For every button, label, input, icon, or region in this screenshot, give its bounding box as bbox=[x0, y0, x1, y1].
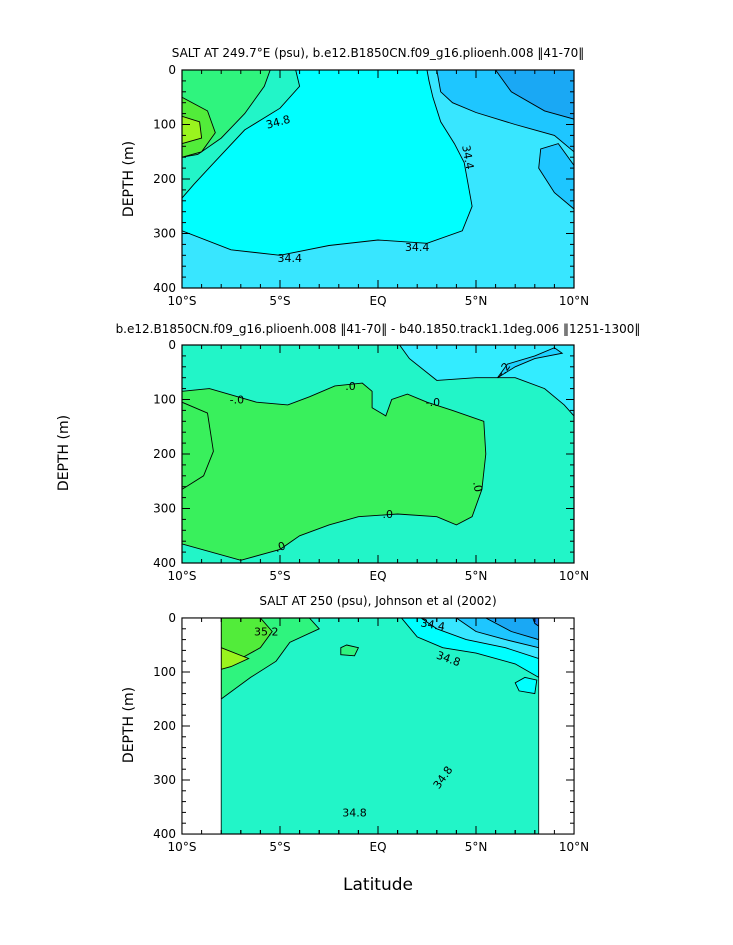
panel-2-x-tick-label: 5°S bbox=[269, 569, 290, 583]
panel-2-x-tick-label: 10°N bbox=[559, 569, 589, 583]
panel-2-contour-label: .0 bbox=[383, 508, 394, 521]
panel-3-y-tick-label: 100 bbox=[153, 665, 176, 679]
panel-1-y-tick-label: 200 bbox=[153, 172, 176, 186]
panel-2-contour-label: .0 bbox=[273, 539, 287, 555]
panel-1-contour-region bbox=[538, 143, 574, 210]
panel-2-y-tick-label: 0 bbox=[168, 338, 176, 352]
panel-1-x-tick-label: 10°S bbox=[168, 294, 197, 308]
panel-1-x-tick-label: 10°N bbox=[559, 294, 589, 308]
panel-2-ylabel: DEPTH (m) bbox=[56, 415, 72, 491]
panel-1-ylabel: DEPTH (m) bbox=[121, 141, 137, 217]
panel-1-contour-label: 34.8 bbox=[265, 113, 292, 132]
panel-3-x-tick-label: EQ bbox=[369, 840, 386, 854]
panel-1-contour-label: 34.4 bbox=[405, 241, 430, 254]
panel-3-y-tick-label: 300 bbox=[153, 773, 176, 787]
panel-3-contour-region bbox=[340, 644, 360, 657]
panel-1-plot: 34.8 34.4 34.4 34.4 10°S 5°S EQ 5°N 10°N 0 100 200 3… bbox=[153, 63, 589, 308]
panel-2-contour-label: -.0 bbox=[426, 396, 440, 409]
panel-3-title: SALT AT 250 (psu), Johnson et al (2002) bbox=[259, 594, 496, 608]
panel-3-y-tick-label: 0 bbox=[168, 611, 176, 625]
panel-2-contour-region bbox=[182, 401, 214, 490]
panel-2-x-tick-label: EQ bbox=[369, 569, 386, 583]
panel-2-y-tick-label: 400 bbox=[153, 556, 176, 570]
panel-3-plot: 35.2 34.434.834.834.810°S 5°S EQ 5°N 10°N0100… bbox=[153, 611, 589, 854]
panel-3-x-tick-label: 10°S bbox=[168, 840, 197, 854]
panel-1-x-tick-label: 5°N bbox=[465, 294, 488, 308]
panel-1-y-tick-label: 0 bbox=[168, 63, 176, 77]
panel-2-y-tick-label: 200 bbox=[153, 447, 176, 461]
panel-2-plot: -.0.0-.0.0.0.0-.210°S 5°S EQ 5°N 10°N0100200… bbox=[153, 338, 589, 583]
panel-3-y-tick-label: 200 bbox=[153, 719, 176, 733]
panel-2-x-tick-label: 5°N bbox=[465, 569, 488, 583]
panel-2-y-tick-label: 300 bbox=[153, 502, 176, 516]
panel-1-y-tick-label: 100 bbox=[153, 118, 176, 132]
panel-2-x-tick-label: 10°S bbox=[168, 569, 197, 583]
panel-2-contour-label: .0 bbox=[345, 380, 356, 393]
panel-2-contour-region bbox=[182, 382, 487, 561]
panel-1-x-tick-label: 5°S bbox=[269, 294, 290, 308]
panel-1-contour-region bbox=[182, 115, 203, 145]
panel-3-x-tick-label: 5°N bbox=[465, 840, 488, 854]
panel-3-ylabel: DEPTH (m) bbox=[121, 687, 137, 763]
panel-3-x-tick-label: 10°N bbox=[559, 840, 589, 854]
panel-1-y-tick-label: 400 bbox=[153, 281, 176, 295]
x-axis-title: Latitude bbox=[343, 875, 413, 895]
panel-1-contour-region bbox=[495, 70, 574, 120]
panel-3-contour-region bbox=[514, 676, 538, 695]
panel-3-contour-label: 34.4 bbox=[420, 616, 446, 633]
panel-2-contour-region bbox=[399, 345, 574, 417]
panel-1-title: SALT AT 249.7°E (psu), b.e12.B1850CN.f09… bbox=[172, 46, 585, 60]
panel-3-contour-label: 35.2 bbox=[254, 626, 279, 639]
panel-3-contour-region bbox=[221, 618, 539, 834]
panel-1-y-tick-label: 300 bbox=[153, 227, 176, 241]
panel-1-contour-label: 34.4 bbox=[459, 144, 476, 170]
panel-1-contour-label: 34.4 bbox=[278, 252, 303, 265]
panel-3-y-tick-label: 400 bbox=[153, 827, 176, 841]
panel-2-y-tick-label: 100 bbox=[153, 393, 176, 407]
panel-2-title: b.e12.B1850CN.f09_g16.plioenh.008 ‖41-70… bbox=[116, 322, 641, 336]
panel-1-x-tick-label: EQ bbox=[369, 294, 386, 308]
panel-2-contour-label: -.0 bbox=[230, 394, 244, 407]
panel-3-contour-label: 34.8 bbox=[342, 806, 367, 819]
panel-3-x-tick-label: 5°S bbox=[269, 840, 290, 854]
panel-2-contour-label: .0 bbox=[470, 480, 485, 493]
panel-2-contour-region bbox=[497, 347, 564, 379]
